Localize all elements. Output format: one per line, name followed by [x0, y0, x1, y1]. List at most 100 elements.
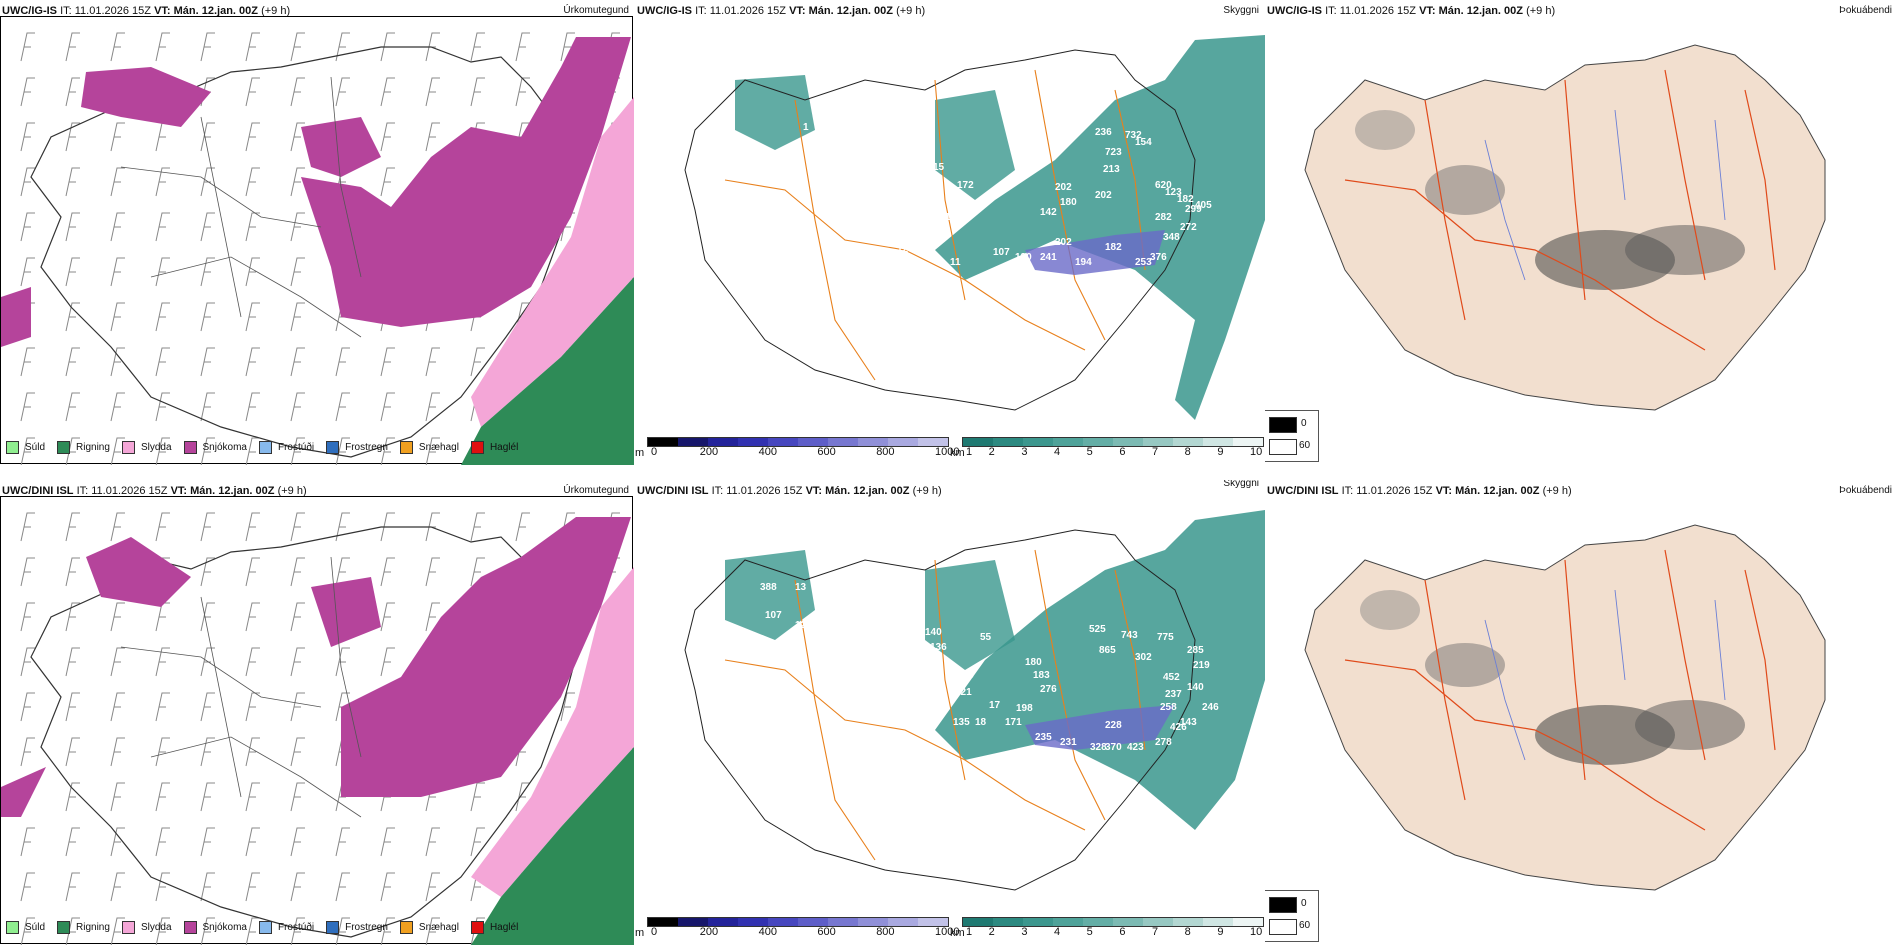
- legend-item: Súld: [6, 440, 46, 454]
- wind-barb: [65, 257, 80, 287]
- wind-barb: [200, 872, 215, 902]
- precip-legend: Súld Rigning Slydda Snjókoma Frostúði Frostre…: [6, 437, 530, 457]
- fog-colorscale: 0 60: [1265, 410, 1319, 462]
- teal-fog-area: [725, 550, 815, 640]
- legend-swatch: [183, 920, 197, 934]
- legend-label: Snæhagl: [418, 441, 459, 453]
- colorbar-tick: 5: [1086, 926, 1093, 938]
- colorbar-tick: 5: [1086, 446, 1093, 458]
- wind-barb: [380, 392, 395, 422]
- legend-label: Frostregn: [345, 441, 388, 453]
- wind-barb: [200, 32, 215, 62]
- legend-item: Rigning: [57, 440, 110, 454]
- fog-panel-top: UWC/IG-IS IT: 11.01.2026 15Z VT: Mán. 12…: [1265, 0, 1900, 470]
- precip-map-top[interactable]: [1, 17, 634, 465]
- fog-panel-bottom: UWC/DINI ISL IT: 11.01.2026 15Z VT: Mán.…: [1265, 480, 1900, 950]
- fog-map-bottom[interactable]: [1265, 500, 1900, 920]
- wind-barb: [65, 32, 80, 62]
- colorbar-cell: [768, 918, 798, 926]
- low-vis-area: [1025, 230, 1165, 275]
- wind-barb: [110, 737, 125, 767]
- colorbar-cell: [1083, 918, 1113, 926]
- visibility-value-label: 231: [1060, 737, 1077, 748]
- wind-barb: [290, 437, 305, 465]
- colorbar-cell: [648, 438, 678, 446]
- wind-barb: [65, 917, 80, 945]
- wind-barb: [110, 212, 125, 242]
- coastline: [684, 49, 1196, 411]
- visibility-colorbar-m: m 0 200 400 600 800 1000: [635, 917, 959, 939]
- rain-area: [471, 747, 634, 945]
- wind-barb: [290, 827, 305, 857]
- visibility-value-label: 180: [1060, 197, 1077, 208]
- wind-barb: [65, 602, 80, 632]
- colorbar-cell: [708, 918, 738, 926]
- visibility-value-label: 405: [1195, 200, 1212, 211]
- wind-barb: [20, 257, 35, 287]
- wind-barb: [65, 77, 80, 107]
- visibility-value-label: 11: [925, 192, 936, 203]
- wind-barb: [110, 602, 125, 632]
- fog-map-top[interactable]: [1265, 20, 1900, 440]
- visibility-value-label: 140: [1187, 682, 1204, 693]
- colorbar-cell: [1023, 438, 1053, 446]
- visibility-value-label: 119: [923, 660, 940, 671]
- colorbar-cell: [1113, 918, 1143, 926]
- visibility-value-label: 142: [1040, 207, 1057, 218]
- fog-colorscale: 0 60: [1265, 890, 1319, 942]
- fog-patch: [1360, 590, 1420, 630]
- visibility-value-label: 171: [1005, 717, 1022, 728]
- colorbar-cell: [1083, 438, 1113, 446]
- colorbar-tick: 1: [966, 446, 973, 458]
- colorbar-tick: 10: [1250, 446, 1263, 458]
- visibility-value-label: 285: [1187, 645, 1204, 656]
- precip-map-bottom[interactable]: [1, 497, 634, 945]
- snow-area: [301, 37, 631, 327]
- legend-label: Haglél: [489, 921, 519, 933]
- wind-barb: [200, 647, 215, 677]
- wind-barb: [290, 917, 305, 945]
- wind-barb: [200, 167, 215, 197]
- legend-label: Súld: [25, 441, 46, 453]
- colorbar-cell: [888, 918, 918, 926]
- colorbar-tick: 1000: [935, 446, 960, 458]
- wind-barb: [290, 77, 305, 107]
- wind-barb: [290, 212, 305, 242]
- snow-area: [311, 577, 381, 647]
- panel-title: Úrkomutegund: [563, 5, 629, 16]
- teal-fog-area: [935, 35, 1265, 420]
- visibility-value-label: 202: [1055, 237, 1072, 248]
- coastline: [684, 529, 1196, 891]
- wind-barb: [20, 872, 35, 902]
- visibility-panel-top: UWC/IG-IS IT: 11.01.2026 15Z VT: Mán. 12…: [635, 0, 1265, 470]
- legend-label: Frostúði: [277, 921, 315, 933]
- wind-barb: [335, 347, 350, 377]
- colorbar-cell: [798, 438, 828, 446]
- precip-type-panel-bottom: UWC/DINI ISL IT: 11.01.2026 15Z VT: Mán.…: [0, 480, 635, 950]
- wind-barb: [470, 782, 485, 812]
- wind-barb: [425, 827, 440, 857]
- visibility-value-label: 130: [1015, 252, 1032, 263]
- visibility-value-label: 202: [1095, 190, 1112, 201]
- wind-barb: [515, 77, 530, 107]
- visibility-value-label: 225: [815, 102, 832, 113]
- visibility-value-label: 202: [1055, 182, 1072, 193]
- visibility-value-label: 198: [1016, 703, 1033, 714]
- fog-patch: [1425, 643, 1505, 687]
- colorbar-ticks: 1 2 3 4 5 6 7 8 9 10: [950, 446, 1265, 458]
- wind-barb: [110, 167, 125, 197]
- colorbar-cell: [918, 918, 948, 926]
- colorbar-tick: 3: [1021, 446, 1028, 458]
- legend-item: Frostregn: [326, 920, 388, 934]
- colorbar-tick: 2: [988, 926, 995, 938]
- wind-barb: [155, 917, 170, 945]
- wind-barb: [155, 347, 170, 377]
- wind-barb: [110, 257, 125, 287]
- visibility-value-label: 235: [1035, 732, 1052, 743]
- visibility-value-label: 11: [950, 257, 961, 268]
- wind-barb: [290, 257, 305, 287]
- colorbar-cell: [1173, 438, 1203, 446]
